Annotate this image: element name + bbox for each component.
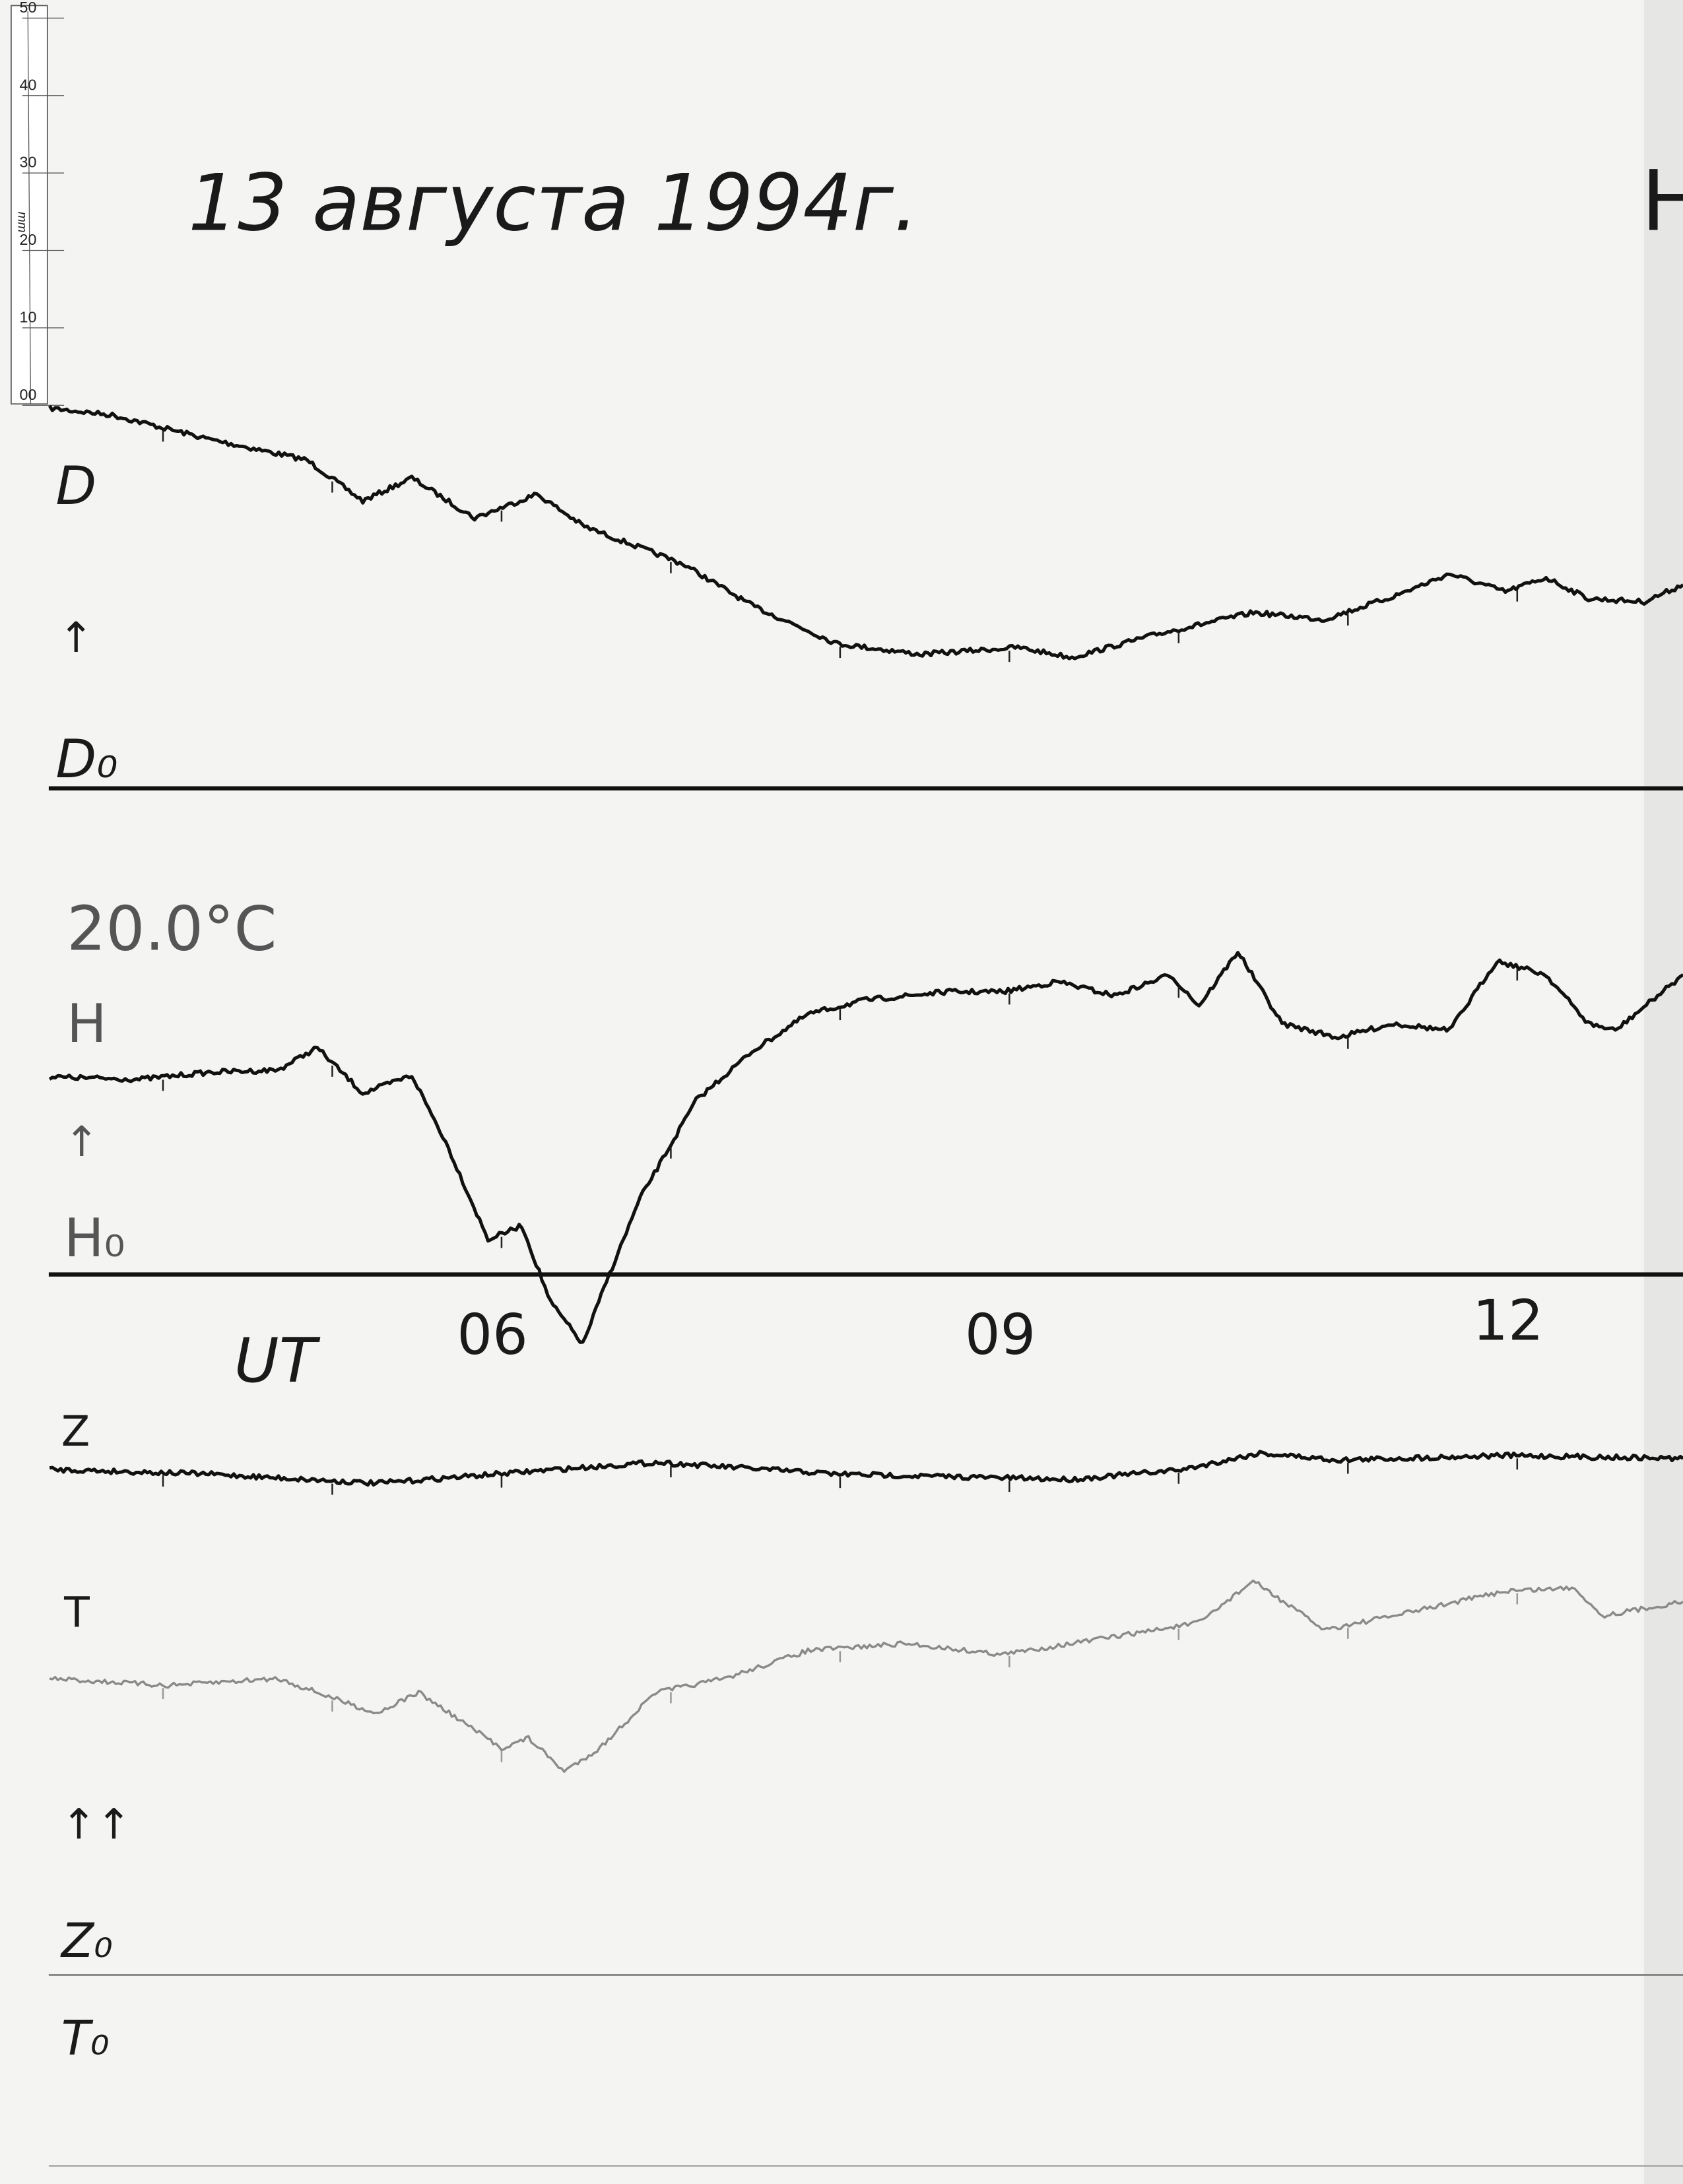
label-z: Z bbox=[61, 1407, 90, 1456]
corner-label: H bbox=[1641, 152, 1683, 249]
mm-ruler: 00 10 20 30 40 50 mm bbox=[11, 0, 65, 406]
trace-t bbox=[49, 1579, 1683, 1773]
x-tick-label: 12 bbox=[1472, 1289, 1543, 1353]
ruler-unit: mm bbox=[15, 212, 28, 233]
ruler-tick-label: 00 bbox=[20, 386, 37, 403]
x-tick-label: 09 bbox=[965, 1302, 1036, 1367]
ruler-tick-label: 30 bbox=[20, 154, 37, 171]
trace-h bbox=[48, 951, 1683, 1344]
label-h-arrow: ↑ bbox=[64, 1117, 99, 1166]
ruler-tick-label: 50 bbox=[20, 0, 37, 16]
label-h0: H₀ bbox=[64, 1207, 125, 1269]
chart-title: 13 августа 1994г. bbox=[188, 157, 918, 248]
ruler-tick-label: 40 bbox=[20, 76, 37, 93]
label-d0: D₀ bbox=[55, 728, 117, 790]
ruler-tick-label: 20 bbox=[20, 231, 37, 248]
trace-d bbox=[48, 404, 1683, 660]
label-zt-arrows: ↑↑ bbox=[61, 1799, 131, 1848]
label-t: T bbox=[63, 1588, 90, 1637]
x-tick-label: 06 bbox=[457, 1302, 527, 1367]
trace-z bbox=[49, 1450, 1683, 1487]
label-t0: T₀ bbox=[61, 2010, 110, 2066]
label-d: D bbox=[55, 455, 96, 517]
ruler-tick-label: 10 bbox=[20, 308, 37, 325]
label-ut: UT bbox=[234, 1325, 321, 1396]
label-temperature: 20.0°C bbox=[67, 893, 277, 965]
label-z0: Z₀ bbox=[60, 1913, 113, 1968]
traces bbox=[48, 404, 1683, 1773]
paper-edge-shadow bbox=[1643, 0, 1683, 2184]
label-h: H bbox=[67, 993, 106, 1054]
label-d-arrow: ↑ bbox=[59, 613, 94, 662]
